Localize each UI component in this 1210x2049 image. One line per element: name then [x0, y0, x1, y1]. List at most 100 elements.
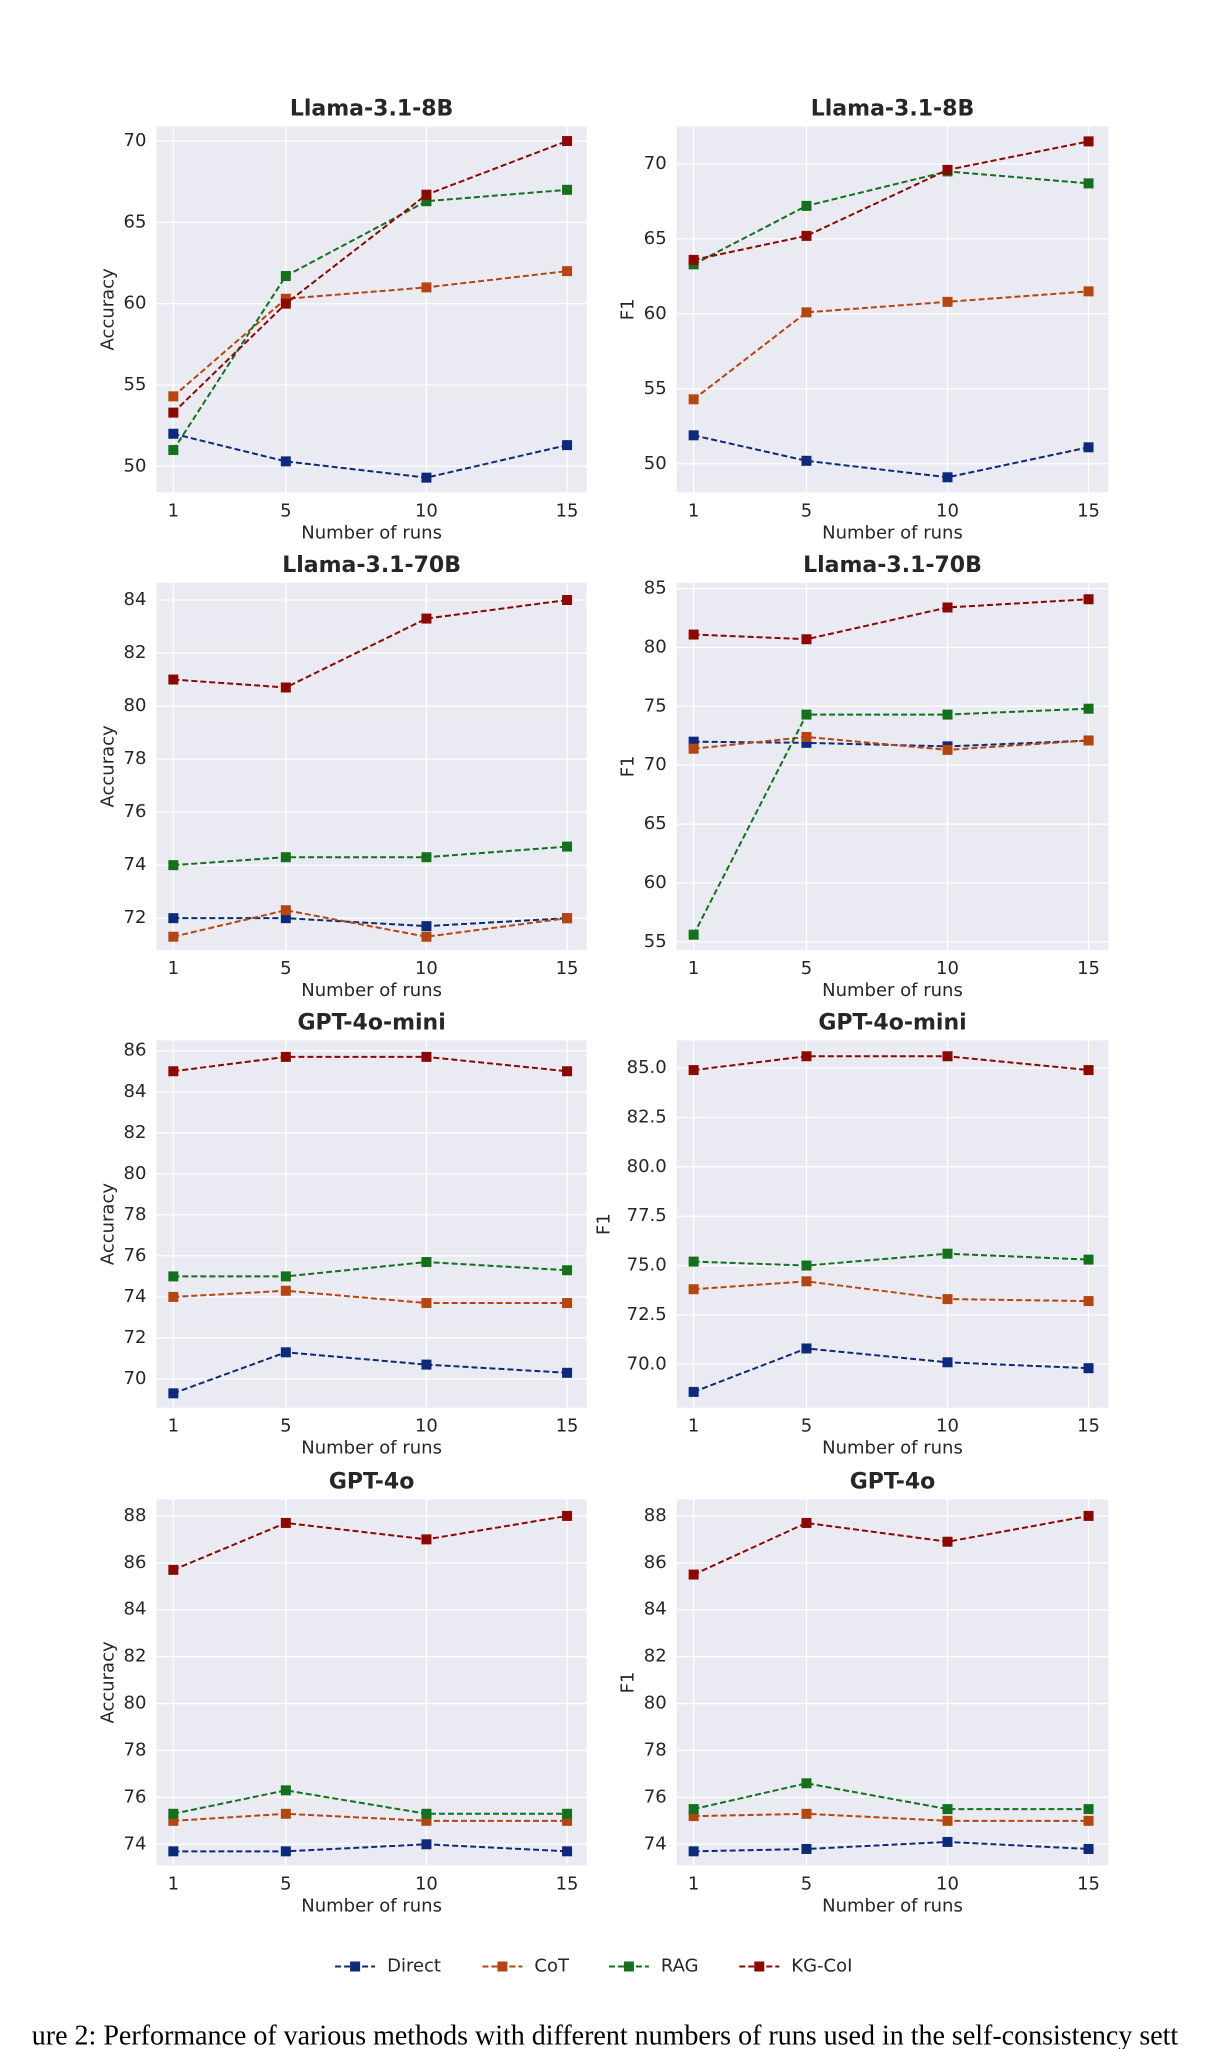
y-tick-label: 70.0 [627, 1353, 667, 1374]
marker [280, 1285, 291, 1296]
marker [421, 613, 432, 624]
y-tick-label: 70 [644, 754, 667, 775]
marker [801, 307, 812, 318]
subplot: 1 5 10 1572747678808284Llama-3.1-70BNumber … [97, 553, 587, 1001]
chart-title: GPT-4o [850, 1469, 936, 1494]
y-axis-label: F1 [618, 755, 639, 777]
subplot: 1 5 10 15707274767880828486GPT-4o-miniNumbe… [97, 1010, 587, 1459]
chart-title: Llama-3.1-8B [811, 96, 975, 121]
marker [688, 1811, 699, 1822]
y-axis-label: Accuracy [97, 268, 118, 351]
marker [421, 1815, 432, 1826]
y-tick-label: 65 [124, 211, 147, 232]
marker [942, 602, 953, 613]
x-axis-label: Number of runs [822, 980, 963, 1001]
series-line [173, 917, 568, 928]
marker [942, 1248, 953, 1259]
marker [421, 472, 432, 483]
chart-title: GPT-4o-mini [297, 1010, 445, 1035]
marker [942, 472, 953, 483]
marker [1083, 1510, 1094, 1521]
marker [1083, 136, 1094, 147]
y-tick-label: 76 [124, 801, 147, 822]
x-tick-label: 1 [168, 500, 179, 521]
marker [168, 674, 179, 685]
y-tick-label: 72 [124, 1327, 147, 1348]
plot-area [156, 1499, 587, 1866]
x-axis-label: Number of runs [301, 522, 442, 543]
y-tick-label: 65 [644, 228, 667, 249]
y-tick-label: 50 [124, 455, 147, 476]
marker [942, 1815, 953, 1826]
y-tick-label: 84 [124, 589, 147, 610]
y-tick-label: 70 [644, 153, 667, 174]
series-line [173, 1843, 568, 1853]
marker [168, 860, 179, 871]
x-tick-label: 10 [415, 500, 438, 521]
marker [168, 1815, 179, 1826]
y-tick-label: 75.0 [627, 1255, 667, 1276]
y-tick-label: 76 [124, 1786, 147, 1807]
marker [280, 271, 291, 282]
x-axis-label: Number of runs [301, 980, 442, 1001]
y-tick-label: 80 [644, 637, 667, 658]
series-line [172, 140, 568, 414]
y-tick-label: 72.5 [627, 1304, 667, 1325]
marker [280, 1271, 291, 1282]
y-tick-label: 80 [124, 1693, 147, 1714]
series-line [693, 170, 1089, 266]
marker [280, 682, 291, 693]
marker [421, 1359, 432, 1370]
marker [688, 1065, 699, 1076]
marker [1083, 178, 1094, 189]
marker [688, 1386, 699, 1397]
chart-title: GPT-4o [329, 1469, 415, 1494]
y-tick-label: 75 [644, 695, 667, 716]
marker [280, 852, 291, 863]
series-line [693, 1812, 1089, 1822]
series-line [692, 707, 1089, 936]
marker [801, 731, 812, 742]
plot-area [676, 582, 1109, 950]
marker [801, 709, 812, 720]
chart-title: Llama-3.1-70B [282, 553, 461, 578]
y-tick-label: 60 [644, 872, 667, 893]
marker [421, 931, 432, 942]
series-line [173, 1812, 568, 1822]
marker [688, 1846, 699, 1857]
series-line [693, 1055, 1089, 1072]
y-tick-label: 74 [124, 1833, 147, 1854]
series-line [173, 909, 568, 938]
series-line [173, 599, 568, 689]
marker [801, 1778, 812, 1789]
marker [168, 1271, 179, 1282]
x-tick-label: 15 [556, 500, 579, 521]
x-axis-label: Number of runs [822, 522, 963, 543]
y-tick-label: 88 [124, 1505, 147, 1526]
marker [801, 1276, 812, 1287]
legend-marker [623, 1961, 634, 1972]
marker [942, 744, 953, 755]
series-line [173, 845, 568, 867]
y-tick-label: 80.0 [627, 1156, 667, 1177]
marker [801, 455, 812, 466]
marker [168, 1846, 179, 1857]
y-tick-label: 80 [124, 1163, 147, 1184]
y-tick-label: 55 [644, 931, 667, 952]
plot-area [676, 126, 1109, 493]
x-tick-label: 5 [801, 500, 812, 521]
y-tick-label: 78 [124, 1739, 147, 1760]
series-line [173, 432, 568, 479]
marker [801, 1343, 812, 1354]
legend-label: CoT [534, 1956, 570, 1977]
y-axis-label: Accuracy [97, 1183, 118, 1266]
y-tick-label: 72 [124, 907, 147, 928]
marker [801, 737, 812, 748]
y-tick-label: 70 [124, 130, 147, 151]
x-tick-label: 5 [280, 1873, 291, 1894]
marker [168, 391, 179, 402]
series-line [693, 1782, 1089, 1811]
marker [1083, 286, 1094, 297]
